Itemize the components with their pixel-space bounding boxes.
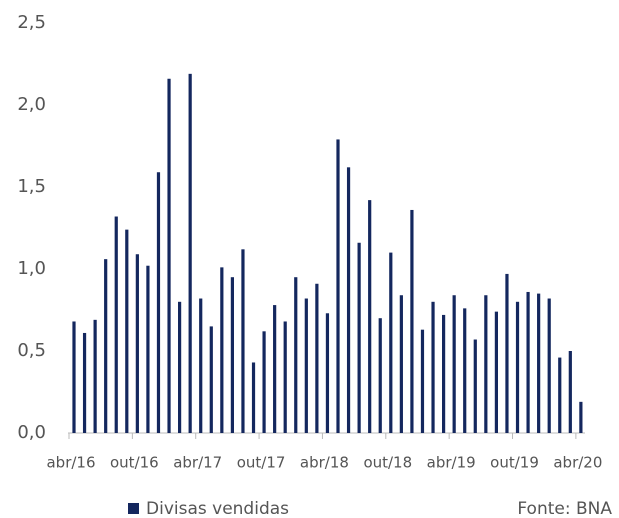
bar — [473, 339, 477, 433]
bar — [156, 172, 161, 434]
bar — [220, 267, 224, 433]
bar — [368, 200, 372, 433]
x-tick-label: abr/20 — [553, 454, 602, 472]
bar — [104, 259, 108, 433]
x-tick-label: out/19 — [490, 454, 539, 472]
legend-swatch — [128, 503, 139, 514]
x-tick-label: abr/17 — [173, 454, 222, 472]
bar — [389, 252, 393, 433]
x-tick-label: out/18 — [363, 454, 412, 472]
bar — [494, 311, 498, 433]
source-note: Fonte: BNA — [517, 499, 612, 518]
bar — [420, 329, 425, 433]
bar — [515, 301, 520, 433]
bar — [283, 321, 287, 433]
bar — [146, 265, 150, 433]
bar — [526, 291, 530, 433]
bar — [114, 216, 118, 433]
bar — [579, 401, 583, 433]
bar — [484, 295, 488, 433]
bar — [547, 298, 551, 433]
bar — [505, 273, 509, 433]
y-tick-label: 2,5 — [17, 12, 46, 33]
bar — [230, 277, 234, 433]
y-tick-label: 0,0 — [17, 422, 46, 443]
bar — [273, 305, 277, 433]
bar — [357, 242, 361, 433]
bar — [568, 351, 572, 433]
bar — [399, 295, 403, 433]
bar — [442, 314, 446, 433]
bar — [188, 73, 192, 433]
bar — [241, 249, 245, 433]
bar — [336, 139, 340, 433]
bar — [294, 277, 298, 433]
bar — [262, 331, 266, 433]
bar — [178, 301, 182, 433]
bar — [537, 293, 541, 433]
x-tick-label: out/17 — [237, 454, 286, 472]
bar — [558, 357, 562, 433]
bar — [431, 301, 435, 433]
x-tick-label: abr/19 — [427, 454, 476, 472]
bar — [346, 167, 351, 433]
bar — [463, 308, 467, 433]
bar — [125, 229, 129, 433]
bar — [304, 298, 308, 433]
x-tick-label: abr/18 — [300, 454, 349, 472]
legend-label: Divisas vendidas — [146, 499, 289, 518]
bar — [410, 209, 414, 433]
y-tick-label: 0,5 — [17, 340, 46, 361]
bar — [251, 362, 256, 433]
bar — [452, 295, 456, 433]
bar — [325, 313, 330, 433]
bar — [82, 332, 87, 433]
bar — [378, 318, 382, 433]
bar — [93, 319, 97, 433]
x-tick-label: abr/16 — [46, 454, 95, 472]
y-tick-label: 1,5 — [17, 176, 46, 197]
y-tick-label: 2,0 — [17, 94, 46, 115]
bar — [315, 283, 319, 433]
bar — [209, 326, 213, 433]
bar — [167, 78, 171, 433]
y-tick-label: 1,0 — [17, 258, 46, 279]
bar — [135, 254, 139, 433]
bar — [199, 298, 203, 433]
bar — [72, 321, 76, 433]
x-tick-label: out/16 — [110, 454, 159, 472]
